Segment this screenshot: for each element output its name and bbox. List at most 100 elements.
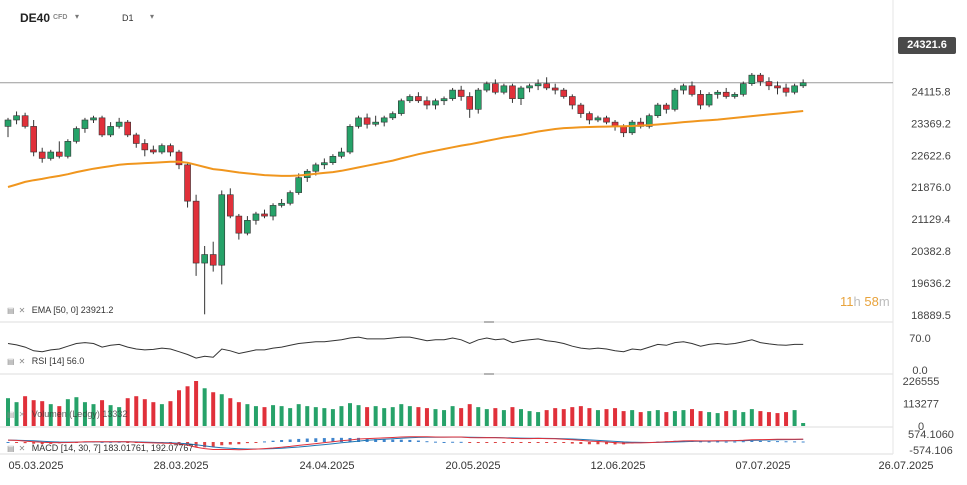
volume-bar [271,405,276,426]
rsi-legend[interactable]: ▤ ✕ RSI [14] 56.0 [7,356,84,366]
macd-histogram-bar [408,439,412,442]
candle-body [645,115,653,127]
volume-bar [681,410,686,426]
volume-bar [228,398,233,426]
symbol-dropdown-icon[interactable]: ▾ [75,12,80,21]
candle-body [13,115,20,121]
macd-legend[interactable]: ▤ ✕ MACD [14, 30, 7] 183.01761, 192.07767 [7,443,193,453]
ema-legend-text: EMA [50, 0] 23921.2 [31,305,114,315]
volume-bar [493,408,498,426]
close-icon[interactable]: ✕ [18,410,27,419]
candle-body [286,192,294,204]
macd-histogram-bar [382,439,386,442]
macd-histogram-bar [793,441,797,443]
candle-body [423,100,431,106]
candle-body [440,98,448,102]
candle-body [321,162,328,166]
candle-body [586,113,593,121]
volume-legend[interactable]: ▤ ✕ Volumen (Ledgy) 13332 [7,409,127,419]
candle-body [73,128,80,142]
volume-bar [501,410,506,426]
volume-bar [390,407,395,426]
volume-bar [553,408,558,426]
macd-histogram-bar [562,442,566,444]
volume-bar [91,404,96,426]
candle-body [218,194,226,266]
candle-body [500,85,508,93]
macd-histogram-bar [15,442,19,443]
candle-body [680,85,687,91]
macd-tick-label: 574.1060 [908,429,954,441]
chart-icon[interactable]: ▤ [7,444,16,453]
volume-bar [578,406,583,426]
volume-bar [484,409,489,426]
candle-body [252,213,260,221]
macd-histogram-bar [502,442,506,443]
volume-bar [775,413,780,426]
volume-bar [100,400,105,426]
symbol-selector[interactable]: DE40 [20,11,51,25]
timeframe-selector[interactable]: D1 [122,13,134,23]
candle-body [457,89,465,97]
volume-bar [527,411,532,426]
volume-bar [690,409,694,426]
volume-tick-label: 113277 [903,399,939,411]
macd-histogram-bar [314,438,318,442]
volume-bar [48,404,53,426]
candle-body [389,113,397,119]
macd-histogram-bar [510,442,514,444]
macd-histogram-bar [451,441,455,443]
volume-bar [108,405,113,426]
candle-body [184,164,191,202]
volume-bar [142,399,147,426]
macd-histogram-bar [280,440,284,442]
close-icon[interactable]: ✕ [18,444,27,453]
volume-bar [356,405,361,426]
timeframe-dropdown-icon[interactable]: ▾ [150,12,155,21]
candle-body [757,74,764,82]
price-tick-label: 19636.2 [911,278,951,290]
chart-icon[interactable]: ▤ [7,410,16,419]
rsi-panel-resize-handle [484,373,494,375]
volume-bar [151,402,156,426]
volume-bar [561,409,566,426]
volume-bar [732,410,737,426]
ema-legend[interactable]: ▤ ✕ EMA [50, 0] 23921.2 [7,305,113,315]
macd-histogram-bar [767,441,771,443]
chart-icon[interactable]: ▤ [7,306,16,315]
countdown-hours: 11 [840,294,854,309]
volume-bar [253,406,258,426]
volume-bar [424,408,429,426]
candle-body [406,96,414,102]
volume-bar [6,398,10,426]
volume-bar [339,406,344,426]
volume-bar [604,409,609,426]
date-tick-label: 12.06.2025 [590,460,645,472]
chart-toolbar: DE40 CFD ▾ D1 ▾ [0,0,967,34]
macd-histogram-bar [776,441,779,443]
volume-bar [168,401,173,426]
price-tick-label: 21876.0 [911,182,951,194]
macd-histogram-bar [468,442,472,443]
candle-body [295,177,303,193]
volume-bar [159,404,164,426]
price-tick-label: 23369.2 [911,118,951,130]
volume-bar [245,404,250,426]
macd-histogram-bar [545,442,549,443]
candle-body [175,151,183,166]
macd-histogram-bar [724,441,728,443]
macd-legend-text: MACD [14, 30, 7] 183.01761, 192.07767 [31,443,194,453]
volume-bar [313,407,318,426]
close-icon[interactable]: ✕ [18,306,27,315]
volume-bar [647,411,652,426]
candle-body [526,85,533,89]
symbol-type-badge: CFD [53,14,68,21]
volume-bar [715,413,720,426]
chart-icon[interactable]: ▤ [7,357,16,366]
volume-bar [638,412,643,426]
candle-body [714,91,721,95]
macd-histogram-bar [263,441,266,443]
close-icon[interactable]: ✕ [18,357,27,366]
rsi-tick-label: 0.0 [912,365,927,377]
